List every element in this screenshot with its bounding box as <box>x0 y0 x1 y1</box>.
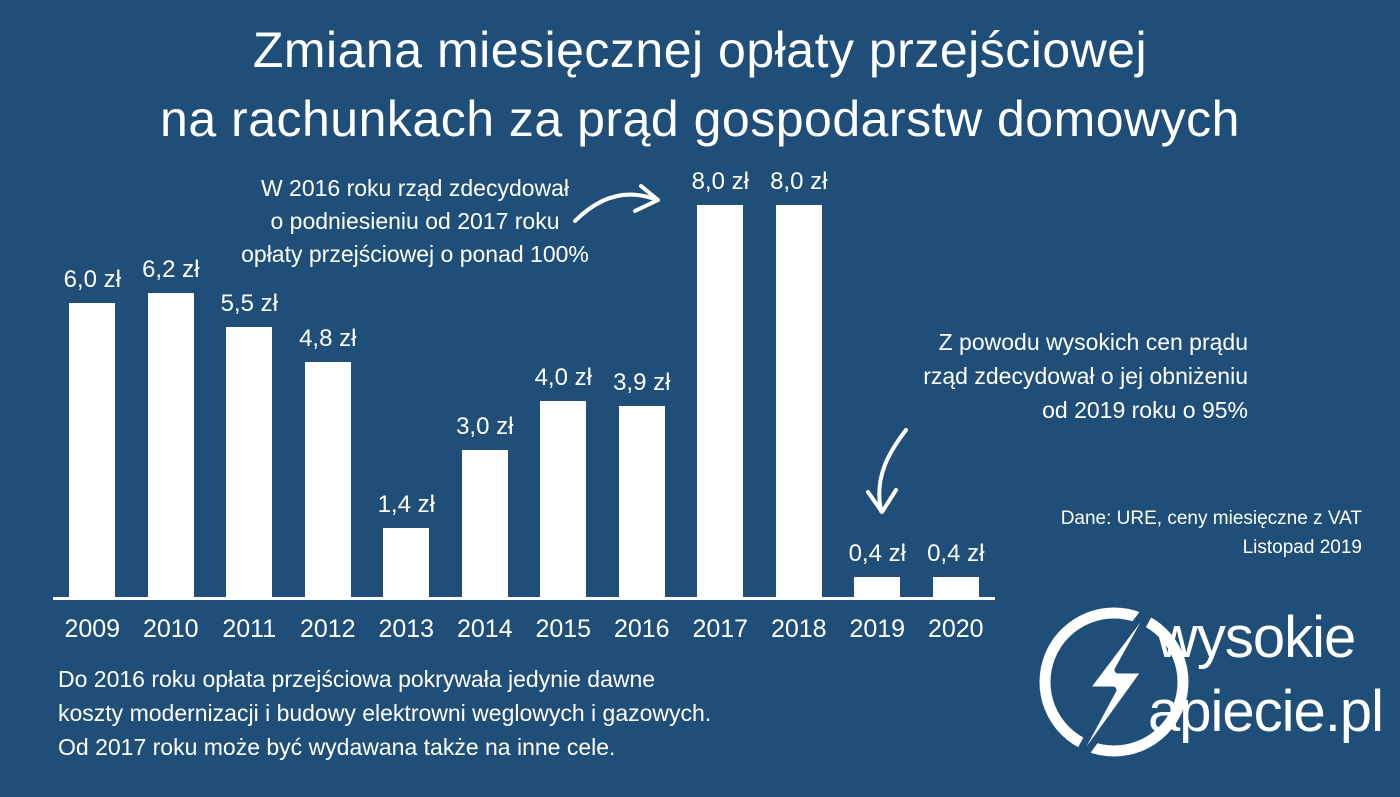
bar-column: 8,0 zł <box>681 168 759 597</box>
bar <box>147 293 194 597</box>
bar <box>304 362 351 597</box>
bar <box>697 205 744 597</box>
bar <box>618 406 665 597</box>
bar-column: 8,0 zł <box>760 168 838 597</box>
x-axis-tick-label: 2016 <box>613 615 670 643</box>
bar-column: 0,4 zł <box>917 540 995 597</box>
footnote: Do 2016 roku opłata przejściowa pokrywał… <box>58 666 712 760</box>
page-title-line2: na rachunkach za prąd gospodarstw domowy… <box>160 91 1240 147</box>
bar <box>540 401 587 597</box>
bar-value-label: 8,0 zł <box>691 168 749 195</box>
x-axis-labels: 2009 2010 2011 2012 2013 2014 2015 2016 2017 2018… <box>53 615 995 644</box>
bar <box>932 577 979 597</box>
bar-chart: 6,0 zł 6,2 zł 5,5 zł 4,8 zł 1,4 zł 3,0 zł 4,0 … <box>53 168 995 600</box>
bar-column: 3,0 zł <box>446 413 524 597</box>
bar <box>775 205 822 597</box>
logo-text-line2: apiecie.pl <box>1148 679 1384 744</box>
bar-column: 4,0 zł <box>524 364 602 597</box>
data-source-note: Dane: URE, ceny miesięczne z VAT Listopa… <box>1060 508 1362 559</box>
logo-text-line1: wysokie <box>1156 605 1356 670</box>
bar-value-label: 4,0 zł <box>534 364 592 391</box>
x-axis-tick-label: 2011 <box>222 615 277 643</box>
lightning-bolt-in-circle-icon <box>1039 576 1189 796</box>
bar-value-label: 0,4 zł <box>848 540 906 567</box>
x-axis-tick-label: 2014 <box>456 615 513 643</box>
bar-value-label: 6,0 zł <box>63 266 121 293</box>
x-axis-tick-label: 2018 <box>770 615 827 643</box>
bar-column: 6,0 zł <box>53 266 131 597</box>
bar <box>854 577 901 597</box>
bar-column: 6,2 zł <box>132 256 210 597</box>
annotation-price-cut: Z powodu wysokich cen prądu rząd zdecydo… <box>923 329 1248 423</box>
bar <box>69 303 116 597</box>
x-axis-tick-label: 2015 <box>535 615 592 643</box>
bar-value-label: 0,4 zł <box>927 540 985 567</box>
x-axis-tick-label: 2017 <box>692 615 749 643</box>
bar-value-label: 6,2 zł <box>142 256 200 283</box>
bar-area: 6,0 zł 6,2 zł 5,5 zł 4,8 zł 1,4 zł 3,0 zł 4,0 … <box>53 168 995 597</box>
x-axis-tick-label: 2020 <box>927 615 984 643</box>
bar-column: 3,9 zł <box>603 369 681 597</box>
x-axis-tick-label: 2013 <box>378 615 435 643</box>
bar-value-label: 5,5 zł <box>220 290 278 317</box>
bar-value-label: 1,4 zł <box>377 491 435 518</box>
x-axis-tick-label: 2010 <box>142 615 199 643</box>
bar-value-label: 4,8 zł <box>299 325 357 352</box>
bar-column: 1,4 zł <box>367 491 445 597</box>
bar-column: 0,4 zł <box>838 540 916 597</box>
x-axis-tick-label: 2012 <box>299 615 356 643</box>
bar-value-label: 3,9 zł <box>613 369 671 396</box>
bar <box>226 327 273 597</box>
bar-column: 5,5 zł <box>210 290 288 597</box>
bar-column: 4,8 zł <box>289 325 367 597</box>
logo-wysokienapiecie: wysokie apiecie.pl <box>1028 574 1400 797</box>
page-title-line1: Zmiana miesięcznej opłaty przejściowej <box>252 22 1148 78</box>
x-axis-tick-label: 2019 <box>849 615 906 643</box>
bar-value-label: 3,0 zł <box>456 413 514 440</box>
bar-value-label: 8,0 zł <box>770 168 828 195</box>
bar <box>461 450 508 597</box>
page-title: Zmiana miesięcznej opłaty przejściowej n… <box>0 16 1400 154</box>
x-axis-tick-label: 2009 <box>64 615 121 643</box>
bar <box>383 528 430 597</box>
annotation-price-hike: W 2016 roku rząd zdecydował o podniesien… <box>241 175 589 267</box>
